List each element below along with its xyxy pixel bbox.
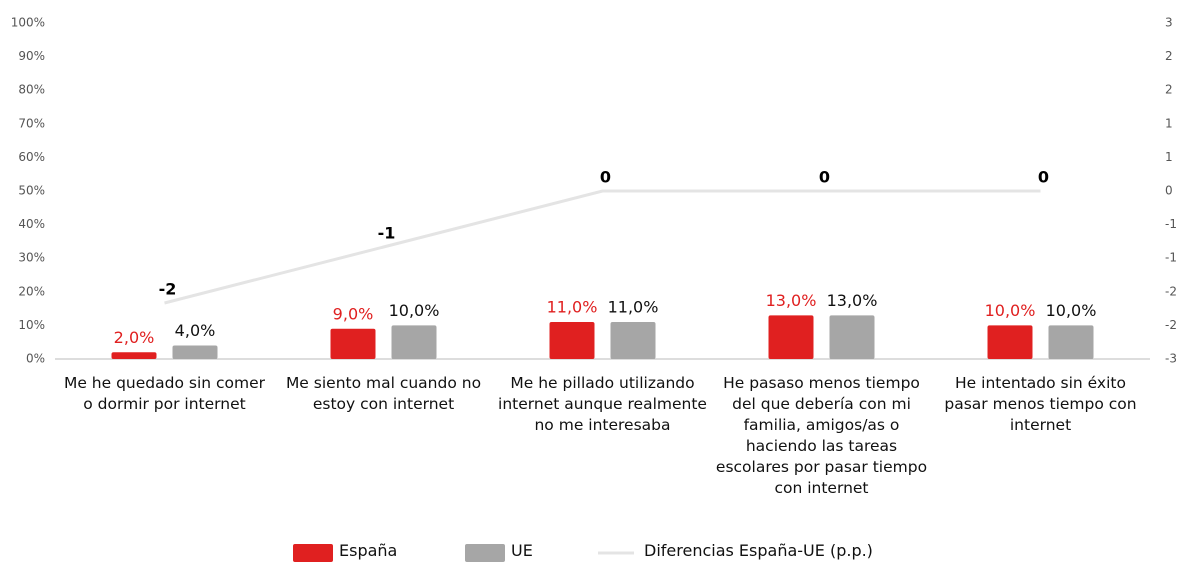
bar xyxy=(1048,325,1094,359)
x-tick-label: Me he pillado utilizando internet aunque… xyxy=(498,374,707,434)
bar xyxy=(987,325,1033,359)
legend-label: Diferencias España-UE (p.p.) xyxy=(644,541,873,560)
y2-tick-label: -1 xyxy=(1165,217,1177,231)
bar xyxy=(610,322,656,359)
bar xyxy=(391,325,437,359)
bar-value-label: 9,0% xyxy=(333,304,374,323)
y-tick-label: 60% xyxy=(18,150,45,164)
bar xyxy=(829,315,875,359)
y2-tick-label: 1 xyxy=(1165,116,1173,130)
line xyxy=(164,189,1041,305)
line-value-label: -2 xyxy=(159,280,177,299)
y-tick-label: 80% xyxy=(18,83,45,97)
bar xyxy=(111,352,157,359)
y-tick-label: 50% xyxy=(18,184,45,198)
legend-swatch xyxy=(465,544,505,562)
y2-tick-label: -2 xyxy=(1165,284,1177,298)
y-tick-label: 10% xyxy=(18,318,45,332)
line-value-label: -1 xyxy=(378,224,396,243)
line-value-label: 0 xyxy=(600,168,611,187)
x-tick-label: Me he quedado sin comer o dormir por int… xyxy=(63,374,266,413)
y-tick-label: 70% xyxy=(18,116,45,130)
y-tick-label: 40% xyxy=(18,217,45,231)
x-tick-label: He pasaso menos tiempo del que debería c… xyxy=(715,374,928,497)
bar xyxy=(330,328,376,359)
y2-tick-label: 2 xyxy=(1165,49,1173,63)
y2-tick-label: -1 xyxy=(1165,251,1177,265)
bar-value-label: 13,0% xyxy=(766,291,817,310)
line-value-label: 0 xyxy=(1038,168,1049,187)
bar-value-label: 4,0% xyxy=(175,321,216,340)
legend-swatch xyxy=(293,544,333,562)
y2-tick-label: -3 xyxy=(1165,352,1177,366)
bar-value-label: 13,0% xyxy=(827,291,878,310)
y2-tick-label: -2 xyxy=(1165,318,1177,332)
y-tick-label: 90% xyxy=(18,49,45,63)
bar-value-label: 11,0% xyxy=(608,298,659,317)
y-tick-label: 0% xyxy=(26,352,45,366)
line-value-label: 0 xyxy=(819,168,830,187)
bar-value-label: 11,0% xyxy=(547,298,598,317)
y-tick-label: 20% xyxy=(18,284,45,298)
x-tick-label: Me siento mal cuando no estoy con intern… xyxy=(285,374,482,413)
x-tick-label: He intentado sin éxito pasar menos tiemp… xyxy=(944,374,1137,434)
bar-value-label: 10,0% xyxy=(1046,301,1097,320)
bar xyxy=(172,345,218,359)
y2-tick-label: 1 xyxy=(1165,150,1173,164)
legend-label: UE xyxy=(511,541,533,560)
bar xyxy=(768,315,814,359)
y2-tick-label: 2 xyxy=(1165,83,1173,97)
y-tick-label: 100% xyxy=(11,16,45,30)
bar-value-label: 10,0% xyxy=(389,301,440,320)
bar-value-label: 10,0% xyxy=(985,301,1036,320)
y-tick-label: 30% xyxy=(18,251,45,265)
y2-tick-label: 3 xyxy=(1165,16,1173,30)
legend-label: España xyxy=(339,541,398,560)
y2-tick-label: 0 xyxy=(1165,184,1173,198)
bar-value-label: 2,0% xyxy=(114,328,155,347)
bar xyxy=(549,322,595,359)
